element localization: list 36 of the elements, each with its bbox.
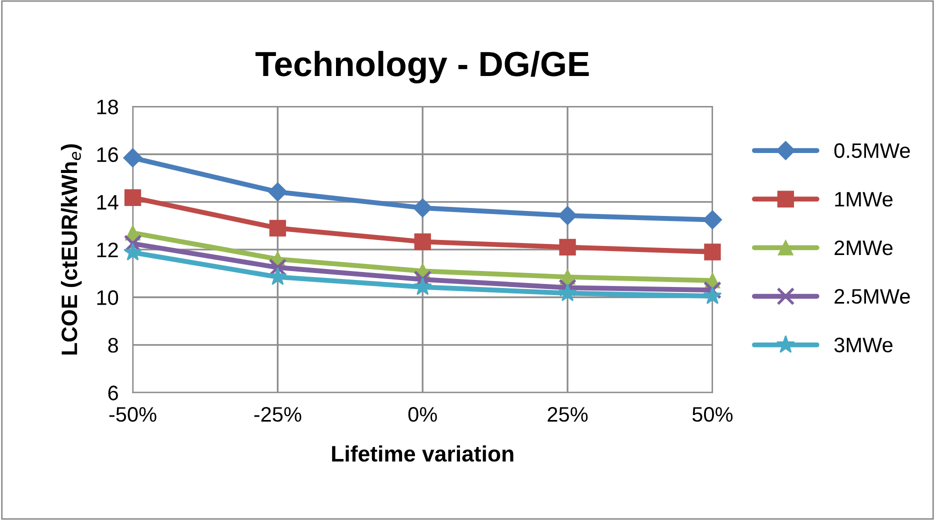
point	[124, 234, 142, 253]
x-tick-label: 25%	[548, 407, 588, 422]
legend-label: 2MWe	[834, 240, 892, 256]
y-tick-label: 6	[108, 386, 118, 400]
point	[124, 189, 142, 206]
point	[703, 286, 722, 304]
point	[414, 233, 431, 250]
point	[413, 198, 432, 218]
point	[558, 278, 577, 297]
x-tick-label: 0%	[408, 407, 437, 422]
y-tick-label: 18	[97, 100, 118, 114]
point	[703, 281, 722, 300]
point	[269, 220, 286, 236]
y-tick-label: 10	[97, 290, 118, 306]
y-tick-label: 8	[108, 338, 118, 353]
point	[123, 242, 142, 260]
y-axis-title: LCOE (ctEUR/kWh$_{e}$)	[60, 144, 82, 355]
point	[268, 182, 288, 202]
x-tick-label: 50%	[692, 407, 733, 422]
chart-title: Technology - DG/GE	[256, 50, 589, 84]
point	[558, 283, 577, 302]
y-tick-label: 16	[97, 147, 118, 162]
point	[413, 277, 432, 296]
x-axis-title: Lifetime variation	[332, 445, 514, 462]
point	[704, 244, 721, 260]
y-tick-label: 12	[97, 242, 118, 258]
legend-label: 0.5MWe	[834, 143, 910, 158]
x-tick-label: -25%	[254, 407, 302, 422]
point	[558, 206, 578, 226]
legend-label: 3MWe	[834, 338, 892, 352]
legend-label: 2.5MWe	[834, 289, 910, 304]
point	[559, 238, 576, 256]
point	[123, 148, 142, 168]
y-tick-label: 14	[97, 195, 118, 210]
legend-label: 1MWe	[835, 192, 892, 207]
x-tick-label: -50%	[109, 407, 156, 422]
